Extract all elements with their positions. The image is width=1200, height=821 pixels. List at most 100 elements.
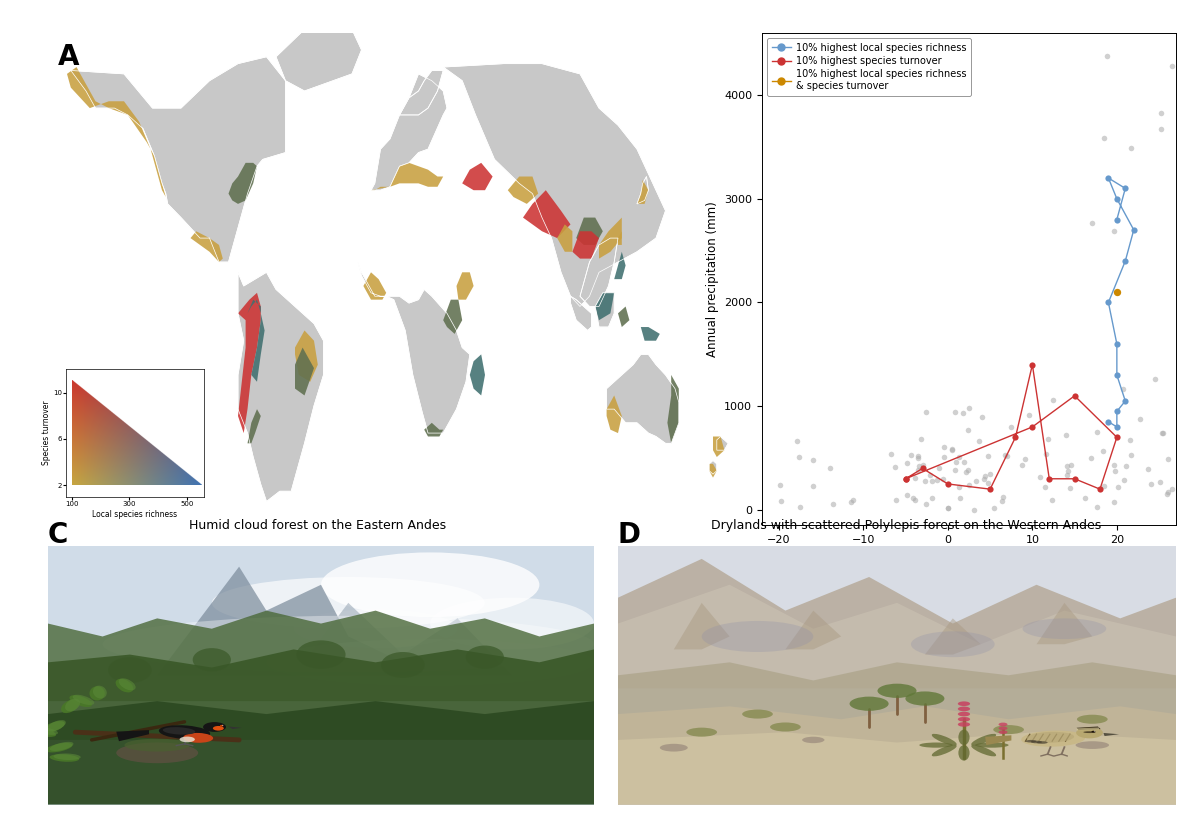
Point	[997, 450, 1016, 463]
Ellipse shape	[1027, 732, 1074, 743]
Ellipse shape	[998, 722, 1008, 727]
Polygon shape	[371, 163, 443, 190]
Polygon shape	[295, 330, 318, 382]
Ellipse shape	[660, 744, 688, 751]
Ellipse shape	[47, 720, 66, 732]
Polygon shape	[607, 396, 622, 433]
Point	[1091, 483, 1110, 496]
Point	[1108, 405, 1127, 418]
Point	[896, 472, 916, 485]
Point	[934, 473, 953, 486]
Point	[1108, 337, 1127, 351]
Point	[1116, 255, 1135, 268]
Ellipse shape	[119, 678, 136, 690]
Ellipse shape	[180, 736, 194, 742]
Ellipse shape	[108, 657, 151, 683]
Point	[916, 406, 935, 419]
Point	[980, 468, 1000, 481]
Ellipse shape	[32, 727, 58, 735]
Ellipse shape	[802, 736, 824, 743]
Point	[934, 441, 953, 454]
Point	[1130, 413, 1150, 426]
Polygon shape	[716, 437, 728, 450]
Point	[913, 462, 932, 475]
Polygon shape	[295, 347, 314, 396]
Ellipse shape	[73, 695, 95, 705]
Polygon shape	[985, 736, 1012, 745]
Point	[1108, 286, 1127, 299]
Ellipse shape	[958, 707, 970, 711]
Y-axis label: Species turnover: Species turnover	[42, 401, 52, 466]
Ellipse shape	[911, 631, 995, 657]
Point	[1142, 477, 1162, 490]
Point	[1108, 369, 1127, 382]
Ellipse shape	[294, 609, 457, 648]
Ellipse shape	[931, 734, 956, 745]
Point	[1151, 123, 1170, 136]
Ellipse shape	[770, 722, 800, 732]
Ellipse shape	[125, 739, 190, 751]
Legend: 10% highest local species richness, 10% highest species turnover, 10% highest lo: 10% highest local species richness, 10% …	[767, 38, 971, 96]
Point	[1043, 494, 1062, 507]
Text: Humid cloud forest on the Eastern Andes: Humid cloud forest on the Eastern Andes	[190, 519, 446, 532]
Ellipse shape	[61, 699, 79, 713]
Point	[954, 406, 973, 420]
Point	[1066, 472, 1085, 485]
Ellipse shape	[184, 733, 214, 743]
Ellipse shape	[1092, 731, 1096, 732]
Point	[1163, 60, 1182, 73]
Ellipse shape	[54, 754, 80, 760]
Point	[1094, 479, 1114, 493]
Polygon shape	[71, 57, 286, 262]
Point	[920, 469, 940, 482]
Point	[803, 454, 822, 467]
Polygon shape	[618, 585, 1176, 688]
Point	[1044, 393, 1063, 406]
Point	[995, 449, 1014, 462]
Text: D: D	[618, 521, 641, 549]
Polygon shape	[462, 163, 493, 190]
Point	[823, 498, 842, 511]
Ellipse shape	[905, 691, 944, 706]
Point	[1120, 433, 1139, 447]
Point	[929, 461, 948, 475]
Point	[910, 460, 929, 473]
Polygon shape	[48, 611, 594, 701]
Point	[978, 450, 997, 463]
Text: Drylands with scattered Polylepis forest on the Western Andes: Drylands with scattered Polylepis forest…	[710, 519, 1102, 532]
Point	[898, 488, 917, 502]
Point	[1108, 431, 1127, 444]
Ellipse shape	[850, 696, 889, 711]
Point	[923, 492, 942, 505]
Ellipse shape	[1021, 731, 1085, 747]
Point	[788, 451, 808, 464]
Ellipse shape	[1076, 715, 1108, 724]
Ellipse shape	[919, 742, 953, 748]
Ellipse shape	[103, 616, 594, 672]
Point	[1116, 459, 1135, 472]
Point	[1022, 420, 1042, 433]
Polygon shape	[228, 163, 257, 204]
Point	[1099, 172, 1118, 185]
Text: A: A	[58, 43, 79, 71]
Polygon shape	[576, 218, 602, 245]
Point	[1157, 488, 1176, 501]
Polygon shape	[637, 180, 648, 204]
Point	[1062, 458, 1081, 471]
Point	[1087, 425, 1106, 438]
Point	[928, 474, 947, 487]
Ellipse shape	[212, 577, 485, 629]
Ellipse shape	[49, 754, 79, 762]
Point	[1019, 408, 1038, 421]
Point	[791, 500, 810, 513]
Polygon shape	[925, 618, 980, 654]
Ellipse shape	[1031, 741, 1042, 743]
Point	[1112, 383, 1132, 396]
Ellipse shape	[322, 553, 540, 617]
Ellipse shape	[42, 721, 65, 733]
Ellipse shape	[742, 709, 773, 718]
Point	[974, 473, 994, 486]
Polygon shape	[364, 273, 386, 300]
Point	[1121, 449, 1140, 462]
Point	[1001, 420, 1020, 433]
